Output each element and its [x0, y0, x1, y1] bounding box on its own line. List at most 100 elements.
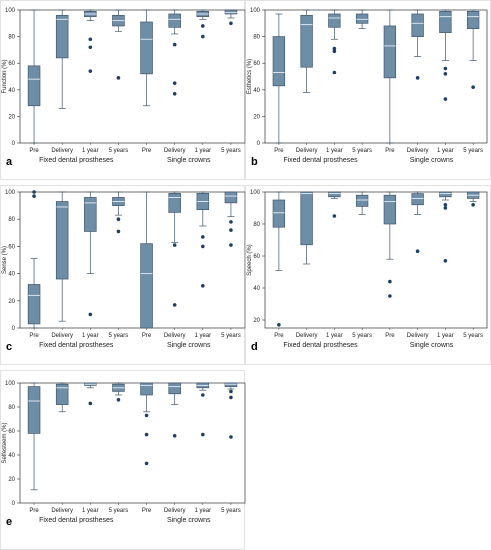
y-tick-label: 60 [253, 61, 260, 67]
outlier-point [388, 279, 392, 284]
group-label: Fixed dental prostheses [283, 157, 358, 164]
box-iqr [84, 197, 97, 232]
x-tick-label: Pre [142, 333, 152, 339]
x-tick-label: Pre [385, 333, 395, 339]
box-c-5 [168, 191, 181, 307]
box-a-5 [168, 9, 181, 96]
box-d-0 [272, 191, 286, 327]
x-tick-label: 1 year [194, 333, 211, 339]
x-tick-label: 5 years [463, 148, 483, 154]
group-label: Single crowns [167, 342, 211, 349]
panel-letter: c [6, 341, 12, 353]
y-tick-label: 60 [8, 61, 15, 67]
y-tick-label: 60 [253, 254, 260, 260]
x-tick-label: Pre [29, 508, 39, 514]
x-tick-label: Pre [29, 148, 39, 154]
outlier-point [201, 235, 205, 239]
x-tick-label: 1 year [326, 333, 343, 339]
x-tick-label: 1 year [437, 148, 454, 154]
box-iqr [168, 193, 181, 213]
x-tick-label: 1 year [82, 508, 99, 514]
outlier-point [172, 303, 177, 307]
y-axis-label: Function (%) [2, 59, 8, 93]
y-tick-label: 20 [8, 114, 15, 120]
box-e-2 [84, 382, 97, 406]
x-tick-label: Pre [29, 333, 39, 339]
box-a-1 [55, 9, 69, 109]
box-d-6 [439, 191, 452, 263]
outlier-point [201, 393, 205, 397]
x-tick-label: 5 years [352, 148, 372, 154]
y-tick-label: 20 [253, 318, 260, 324]
outlier-point [443, 97, 448, 101]
y-tick-label: 100 [5, 381, 16, 387]
y-tick-label: 20 [8, 299, 15, 305]
box-b-1 [300, 9, 313, 93]
outlier-point [229, 395, 233, 400]
x-tick-label: 1 year [82, 148, 99, 154]
chart-panel-a: 0 20 40 60 80 100 Function (%) Pre Delivery 1 yea… [0, 0, 246, 180]
x-tick-label: Delivery [407, 333, 429, 339]
box-b-3 [355, 9, 369, 29]
box-iqr [27, 386, 41, 434]
panel-letter: e [6, 516, 12, 528]
outlier-point [172, 91, 177, 96]
box-d-5 [411, 191, 424, 253]
x-tick-label: 5 years [221, 508, 241, 514]
group-label: Fixed dental prostheses [39, 342, 114, 349]
group-label: Fixed dental prostheses [283, 342, 358, 349]
outlier-point [229, 389, 233, 394]
y-tick-label: 100 [5, 8, 16, 14]
x-tick-label: Delivery [296, 333, 318, 339]
outlier-point [332, 70, 337, 75]
outlier-point [443, 259, 448, 263]
x-tick-label: 1 year [82, 333, 99, 339]
x-tick-label: Delivery [296, 148, 318, 154]
box-d-2 [328, 191, 341, 218]
box-e-6 [196, 382, 210, 437]
box-c-7 [224, 191, 238, 247]
x-tick-label: Delivery [51, 333, 73, 339]
outlier-point [201, 34, 205, 39]
box-iqr [328, 191, 341, 198]
y-tick-label: 20 [8, 477, 15, 483]
box-iqr [224, 382, 238, 387]
plot-area [264, 9, 488, 144]
box-c-4 [140, 191, 153, 329]
outlier-point [415, 76, 420, 80]
outlier-point [443, 203, 448, 207]
y-tick-label: 40 [8, 453, 15, 459]
outlier-point [88, 37, 93, 42]
box-b-5 [411, 9, 424, 80]
outlier-point [471, 203, 475, 207]
x-tick-label: 1 year [326, 148, 343, 154]
y-tick-label: 20 [253, 114, 260, 120]
plot-area [19, 382, 246, 504]
outlier-point [229, 220, 233, 224]
chart-panel-c: 0 20 40 60 80 100 Sense (%) Pre Delivery 1 year 5 … [0, 185, 246, 365]
x-tick-label: Delivery [164, 148, 186, 154]
x-tick-label: 5 years [109, 508, 129, 514]
group-label: Single crowns [167, 517, 211, 524]
box-a-7 [224, 9, 238, 26]
outlier-point [88, 401, 93, 406]
outlier-point [172, 42, 177, 47]
box-iqr [27, 284, 41, 325]
x-tick-label: 5 years [221, 148, 241, 154]
box-iqr [224, 191, 238, 204]
x-tick-label: 5 years [109, 148, 129, 154]
group-label: Single crowns [410, 342, 454, 349]
y-tick-label: 80 [8, 35, 15, 41]
box-e-7 [224, 382, 238, 439]
outlier-point [332, 214, 337, 218]
outlier-point [172, 243, 177, 247]
box-iqr [168, 382, 181, 395]
y-tick-label: 0 [12, 141, 16, 147]
box-a-2 [84, 9, 97, 73]
chart-panel-d: 20 40 60 80 100 Speech (%) Pre Delivery 1 year 5 … [245, 185, 491, 365]
outlier-point [32, 194, 36, 198]
y-tick-label: 0 [257, 141, 261, 147]
box-iqr [439, 191, 452, 198]
plot-area [19, 191, 246, 329]
box-b-6 [439, 9, 452, 101]
